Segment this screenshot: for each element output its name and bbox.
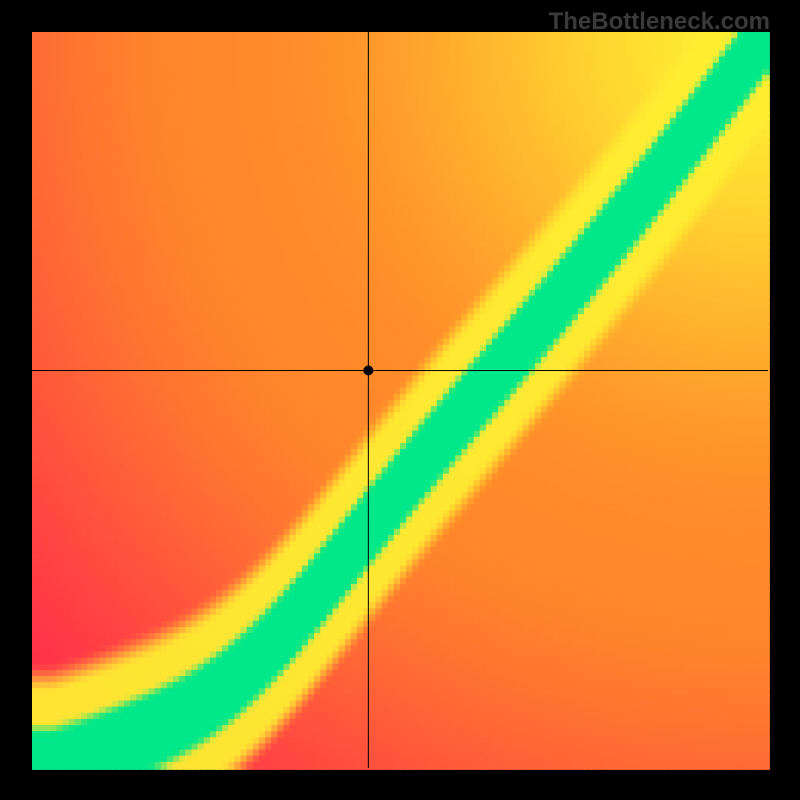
chart-container: TheBottleneck.com — [0, 0, 800, 800]
bottleneck-heatmap — [0, 0, 800, 800]
watermark-text: TheBottleneck.com — [549, 8, 770, 36]
